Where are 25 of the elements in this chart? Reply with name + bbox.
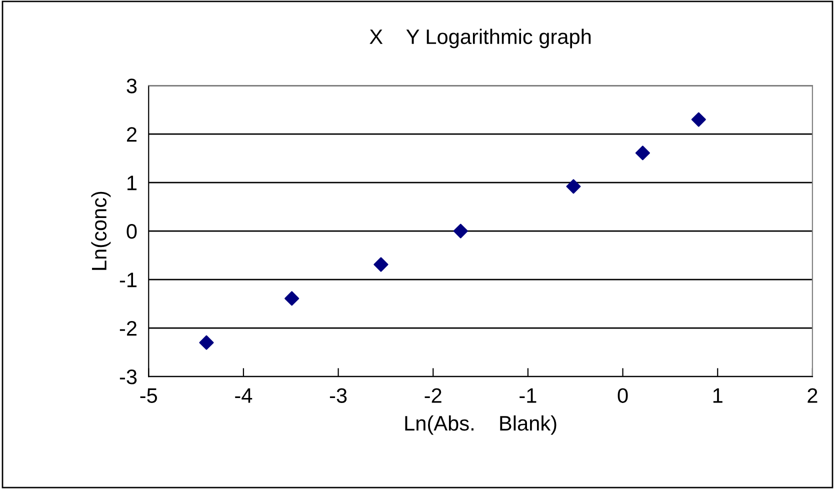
- x-tick-label: 1: [713, 388, 722, 403]
- point: [566, 179, 581, 194]
- y-tick-label: 2: [126, 127, 136, 142]
- x-tick-label: -5: [140, 388, 158, 403]
- point: [691, 112, 706, 127]
- y-tick-label: -3: [120, 370, 137, 384]
- point: [635, 146, 650, 160]
- y-tick-label: 0: [126, 224, 137, 239]
- x-tick-label: -1: [520, 388, 536, 403]
- x-tick-label: -3: [330, 388, 347, 403]
- point: [453, 224, 468, 238]
- x-tick-label: -4: [235, 388, 252, 403]
- point: [374, 257, 388, 272]
- x-tick-label: -2: [424, 388, 442, 403]
- y-tick-label: 3: [126, 78, 137, 94]
- y-axis-title: Ln(conc): [91, 192, 111, 270]
- chart-title: X Y Logarithmic graph: [370, 28, 591, 48]
- x-axis-title: Ln(Abs. Blank): [405, 415, 556, 435]
- x-tick-label: 2: [808, 388, 818, 403]
- point: [284, 291, 300, 306]
- y-tick-label: -2: [120, 321, 136, 336]
- y-tick-label: -1: [120, 272, 137, 288]
- x-tick-label: 0: [618, 388, 628, 403]
- point: [199, 335, 214, 350]
- y-tick-label: 1: [128, 176, 137, 190]
